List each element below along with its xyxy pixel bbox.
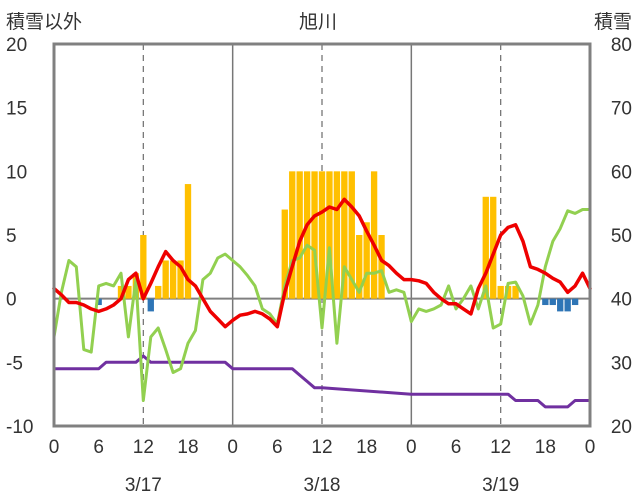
bar-negative <box>95 298 102 306</box>
bar-positive <box>512 285 519 299</box>
bar-positive <box>356 235 363 299</box>
bar-positive <box>378 235 385 299</box>
x-tick-label: 6 <box>451 437 462 458</box>
bar-negative <box>549 298 556 306</box>
bar-positive <box>326 171 333 299</box>
x-tick-label: 0 <box>585 437 596 458</box>
x-tick-label: 6 <box>93 437 104 458</box>
right-tick-label: 40 <box>611 290 632 311</box>
temperature-line <box>52 197 592 329</box>
right-tick-label: 60 <box>611 162 632 183</box>
bar-negative <box>147 298 154 312</box>
right-tick-label: 80 <box>611 35 632 56</box>
x-tick-label: 18 <box>356 437 377 458</box>
x-tick-label: 6 <box>272 437 283 458</box>
x-tick-label: 18 <box>535 437 556 458</box>
bar-positive <box>184 184 192 299</box>
left-tick-label: -5 <box>6 353 23 374</box>
x-tick-label: 12 <box>133 437 154 458</box>
bar-negative <box>571 298 579 306</box>
left-axis-label: 積雪以外 <box>6 11 82 33</box>
bar-negative <box>557 298 564 312</box>
date-label: 3/18 <box>304 475 341 496</box>
left-tick-label: 0 <box>6 290 17 311</box>
left-tick-label: 20 <box>6 35 27 56</box>
bar-positive <box>162 260 169 299</box>
bar-positive <box>370 171 378 299</box>
right-tick-label: 50 <box>611 226 632 247</box>
bar-negative <box>542 298 549 306</box>
x-tick-label: 0 <box>49 437 60 458</box>
left-tick-label: 5 <box>6 226 17 247</box>
x-tick-label: 12 <box>490 437 511 458</box>
date-label: 3/19 <box>482 475 519 496</box>
bar-positive <box>482 196 489 299</box>
x-tick-label: 0 <box>406 437 417 458</box>
bar-positive <box>177 260 184 299</box>
right-tick-label: 70 <box>611 99 632 120</box>
bar-positive <box>125 285 132 299</box>
date-label: 3/17 <box>125 475 162 496</box>
left-tick-label: -10 <box>6 417 33 438</box>
x-tick-label: 18 <box>177 437 198 458</box>
x-tick-label: 0 <box>227 437 238 458</box>
left-tick-label: 10 <box>6 162 27 183</box>
green-line <box>52 208 592 402</box>
bar-positive <box>303 171 311 299</box>
chart-title: 旭川 <box>299 11 337 33</box>
bar-series <box>95 171 579 312</box>
bar-positive <box>169 260 177 299</box>
bar-positive <box>318 171 326 299</box>
bar-positive <box>363 222 370 299</box>
plot-frame <box>52 42 592 428</box>
line-series <box>52 197 592 409</box>
right-axis-label: 積雪 <box>594 11 632 33</box>
bar-positive <box>155 285 162 299</box>
bar-positive <box>140 235 147 299</box>
bar-positive <box>281 209 288 299</box>
right-tick-label: 20 <box>611 417 632 438</box>
bar-positive <box>490 196 497 299</box>
bar-positive <box>341 171 348 299</box>
bar-positive <box>289 171 296 299</box>
bar-positive <box>497 285 504 299</box>
bar-positive <box>311 171 318 299</box>
snow-depth-line <box>52 354 592 409</box>
bar-positive <box>117 285 125 299</box>
bar-positive <box>348 171 355 299</box>
bar-positive <box>333 171 341 299</box>
left-tick-label: 15 <box>6 99 27 120</box>
bar-negative <box>564 298 571 312</box>
bar-positive <box>296 171 303 299</box>
x-tick-label: 12 <box>311 437 332 458</box>
right-tick-label: 30 <box>611 353 632 374</box>
bar-positive <box>504 285 512 299</box>
